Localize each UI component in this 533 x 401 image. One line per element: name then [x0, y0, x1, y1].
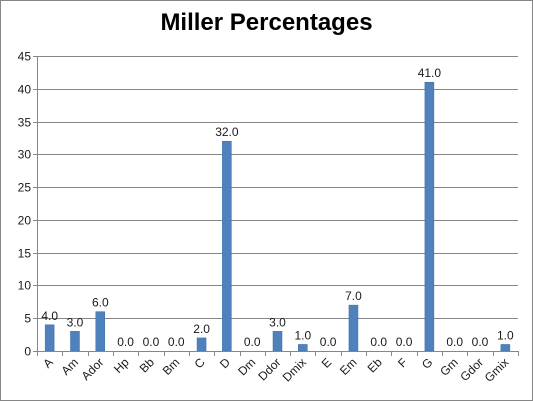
x-tick-label: Dmix	[280, 355, 309, 384]
bar-am	[70, 331, 80, 352]
data-label: 0.0	[446, 335, 463, 349]
data-label: 0.0	[117, 335, 134, 349]
y-tick-label: 30	[18, 148, 32, 162]
data-label: 3.0	[269, 315, 286, 329]
data-label: 0.0	[143, 335, 160, 349]
data-labels: 4.0 3.0 6.0 0.0 0.0 0.0 2.0 32.0 0.0 3.0 1.0 0.0 7.0…	[41, 66, 514, 349]
data-label: 0.0	[396, 335, 413, 349]
data-label: 1.0	[294, 328, 311, 342]
y-tick-label: 20	[18, 214, 32, 228]
y-tick-label: 40	[18, 83, 32, 97]
data-label: 7.0	[345, 289, 362, 303]
x-tick-label: Hp	[111, 355, 132, 376]
x-tick-label: Bb	[137, 355, 158, 376]
x-tick-label: Dm	[235, 355, 258, 378]
bar-ador	[95, 311, 106, 352]
gridlines	[37, 56, 518, 319]
y-tick-label: 0	[24, 345, 31, 359]
data-label: 4.0	[41, 309, 58, 323]
y-tick-label: 35	[18, 116, 32, 130]
axes	[33, 56, 519, 356]
bar-dmix	[298, 344, 308, 352]
bar-ddor	[272, 331, 283, 352]
data-label: 0.0	[472, 335, 489, 349]
bar-gmix	[500, 344, 511, 352]
data-label: 32.0	[215, 125, 239, 139]
y-axis-tick-labels: 0 5 10 15 20 25 30 35 40 45	[18, 50, 32, 359]
data-label: 6.0	[92, 296, 109, 310]
data-label: 3.0	[67, 315, 84, 329]
x-tick-label: Am	[58, 355, 81, 378]
x-tick-label: Gmix	[482, 355, 512, 385]
data-label: 0.0	[168, 335, 185, 349]
x-tick-label: Ador	[79, 355, 107, 383]
y-tick-label: 5	[24, 312, 31, 326]
data-label: 0.0	[320, 335, 337, 349]
x-tick-label: Ddor	[255, 355, 283, 383]
x-tick-label: F	[395, 355, 410, 370]
x-tick-label: G	[419, 355, 436, 372]
x-tick-label: A	[40, 355, 56, 371]
chart-title: Miller Percentages	[160, 9, 373, 36]
data-label: 2.0	[193, 322, 210, 336]
bar-d	[222, 140, 232, 352]
x-tick-label: E	[319, 355, 335, 371]
x-tick-label: Gdor	[457, 355, 486, 384]
y-tick-label: 15	[18, 247, 32, 261]
bar-em	[348, 304, 359, 352]
y-tick-label: 10	[18, 279, 32, 293]
data-label: 0.0	[370, 335, 387, 349]
bar-c	[196, 337, 207, 352]
data-label: 0.0	[244, 335, 261, 349]
y-tick-label: 45	[18, 50, 32, 64]
x-tick-label: C	[192, 355, 208, 371]
bar-g	[424, 81, 435, 352]
data-label: 1.0	[497, 328, 514, 342]
bar-a	[44, 324, 55, 352]
y-tick-label: 25	[18, 181, 32, 195]
x-tick-label: Bm	[160, 355, 183, 378]
x-tick-label: D	[217, 355, 233, 371]
x-tick-label: Em	[337, 355, 360, 378]
x-tick-label: Eb	[365, 355, 386, 376]
data-label: 41.0	[418, 66, 442, 80]
